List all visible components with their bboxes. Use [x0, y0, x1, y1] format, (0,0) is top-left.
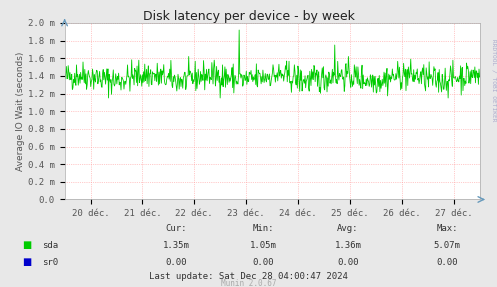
Text: ■: ■ [22, 257, 32, 267]
Text: 1.36m: 1.36m [334, 241, 361, 250]
Text: Cur:: Cur: [166, 224, 187, 233]
Text: 0.00: 0.00 [436, 258, 458, 267]
Text: sda: sda [42, 241, 58, 250]
Text: 0.00: 0.00 [166, 258, 187, 267]
Y-axis label: Average IO Wait (seconds): Average IO Wait (seconds) [16, 52, 25, 171]
Text: Last update: Sat Dec 28 04:00:47 2024: Last update: Sat Dec 28 04:00:47 2024 [149, 272, 348, 281]
Text: 0.00: 0.00 [252, 258, 274, 267]
Text: Avg:: Avg: [337, 224, 359, 233]
Text: 5.07m: 5.07m [434, 241, 461, 250]
Text: Munin 2.0.67: Munin 2.0.67 [221, 279, 276, 287]
Text: sr0: sr0 [42, 258, 58, 267]
Text: ■: ■ [22, 240, 32, 250]
Text: 1.05m: 1.05m [250, 241, 277, 250]
Text: RRDTOOL / TOBI OETIKER: RRDTOOL / TOBI OETIKER [491, 39, 496, 122]
Text: Disk latency per device - by week: Disk latency per device - by week [143, 10, 354, 23]
Text: 0.00: 0.00 [337, 258, 359, 267]
Text: 1.35m: 1.35m [163, 241, 190, 250]
Text: Min:: Min: [252, 224, 274, 233]
Text: Max:: Max: [436, 224, 458, 233]
